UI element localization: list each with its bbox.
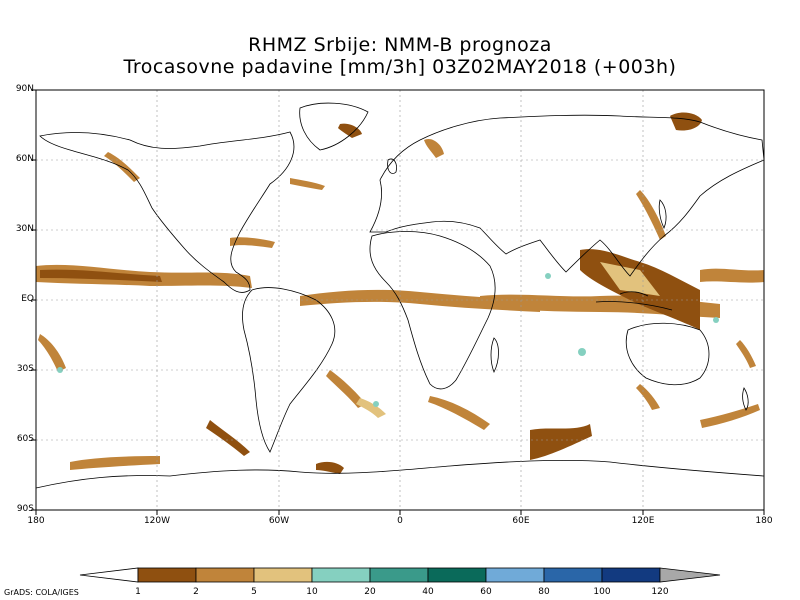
- colorbar-label: 20: [364, 587, 376, 597]
- lon-label-0: 0: [397, 516, 403, 526]
- madagascar-outline: [490, 337, 499, 373]
- precip-south-pacific-2: [70, 456, 160, 470]
- lat-label-eq: EQ: [21, 294, 34, 304]
- graticule: [36, 90, 764, 510]
- new-zealand-outline: [742, 387, 749, 411]
- colorbar-label: 120: [651, 587, 669, 597]
- lat-label-30s: 30S: [16, 364, 34, 374]
- colorbar-boxes: [79, 567, 721, 583]
- precip-south-america: [206, 420, 250, 456]
- precip-south-indian-2: [530, 424, 592, 460]
- precip-south-atlantic: [326, 370, 366, 408]
- precip-spot-3: [373, 401, 379, 407]
- lon-label-60e: 60E: [512, 516, 530, 526]
- australia-outline: [625, 322, 710, 386]
- precip-itcz-pacific-core: [40, 269, 162, 282]
- colorbar-label: 1: [135, 587, 141, 597]
- map-title-line2: Trocasovne padavine [mm/3h] 03Z02MAY2018…: [123, 56, 677, 78]
- lat-label-90s: 90S: [16, 504, 34, 514]
- colorbar-box: [485, 567, 545, 583]
- colorbar-label: 60: [480, 587, 492, 597]
- precip-east-siberia: [670, 112, 702, 131]
- lat-label-60s: 60S: [16, 434, 34, 444]
- axis-ticks: [31, 89, 765, 515]
- precip-south-pacific-1: [38, 334, 66, 372]
- colorbar-box: [543, 567, 603, 583]
- africa-outline: [369, 231, 496, 390]
- precip-scandinavia: [424, 138, 444, 158]
- colorbar-box: [311, 567, 371, 583]
- lon-label-120e: 120E: [631, 516, 655, 526]
- colorbar-box: [195, 567, 255, 583]
- precip-south-indian-1: [428, 396, 490, 430]
- lat-label-90n: 90N: [15, 84, 34, 94]
- credit-text: GrADS: COLA/IGES: [4, 588, 79, 597]
- precip-spot-4: [713, 317, 719, 323]
- indonesia-outline: [595, 291, 673, 311]
- uk-outline: [387, 158, 397, 174]
- lat-label-30n: 30N: [15, 224, 34, 234]
- precip-maritime-light: [600, 262, 660, 296]
- antarctica-outline: [36, 459, 764, 489]
- precip-us-east: [230, 237, 275, 248]
- colorbar-label: 10: [306, 587, 318, 597]
- eurasia-outline: [369, 114, 764, 277]
- precip-north-atlantic: [338, 123, 362, 138]
- precip-south-indian-3: [636, 384, 660, 410]
- precip-spot-1: [578, 348, 586, 356]
- precip-south-atlantic-2: [356, 398, 386, 418]
- colorbar-label: 100: [593, 587, 611, 597]
- precip-spot-5: [545, 273, 551, 279]
- precip-ne-asia: [636, 190, 666, 240]
- north-america-outline: [39, 131, 295, 293]
- japan-outline: [658, 199, 667, 229]
- colorbar-box: [427, 567, 487, 583]
- colorbar-box: [601, 567, 661, 583]
- precip-tasman: [736, 340, 756, 368]
- precip-atlantic-north: [290, 178, 325, 190]
- colorbar-label: 5: [251, 587, 257, 597]
- coastlines: [36, 102, 764, 489]
- colorbar-left-arrow: [79, 567, 139, 583]
- colorbar-box: [253, 567, 313, 583]
- colorbar-label: 40: [422, 587, 434, 597]
- lon-label-180w: 180: [27, 516, 45, 526]
- precipitation-areas: [36, 112, 764, 474]
- lon-label-120w: 120W: [143, 516, 171, 526]
- precip-antarctic-coast: [316, 461, 344, 474]
- colorbar-label: 2: [193, 587, 199, 597]
- precip-south-pacific-3: [700, 404, 760, 428]
- colorbar-box: [369, 567, 429, 583]
- lon-label-180e: 180: [755, 516, 773, 526]
- greenland-outline: [299, 102, 369, 151]
- colorbar-box: [137, 567, 197, 583]
- map-content: [36, 90, 764, 510]
- colorbar-label: 80: [538, 587, 550, 597]
- lat-label-60n: 60N: [15, 154, 34, 164]
- colorbar-right-arrow: [659, 567, 721, 583]
- precip-spot-2: [57, 367, 63, 373]
- south-america-outline: [242, 287, 336, 453]
- map-title-line1: RHMZ Srbije: NMM-B prognoza: [248, 34, 552, 56]
- lon-label-60w: 60W: [268, 516, 290, 526]
- precip-west-pacific: [700, 268, 764, 283]
